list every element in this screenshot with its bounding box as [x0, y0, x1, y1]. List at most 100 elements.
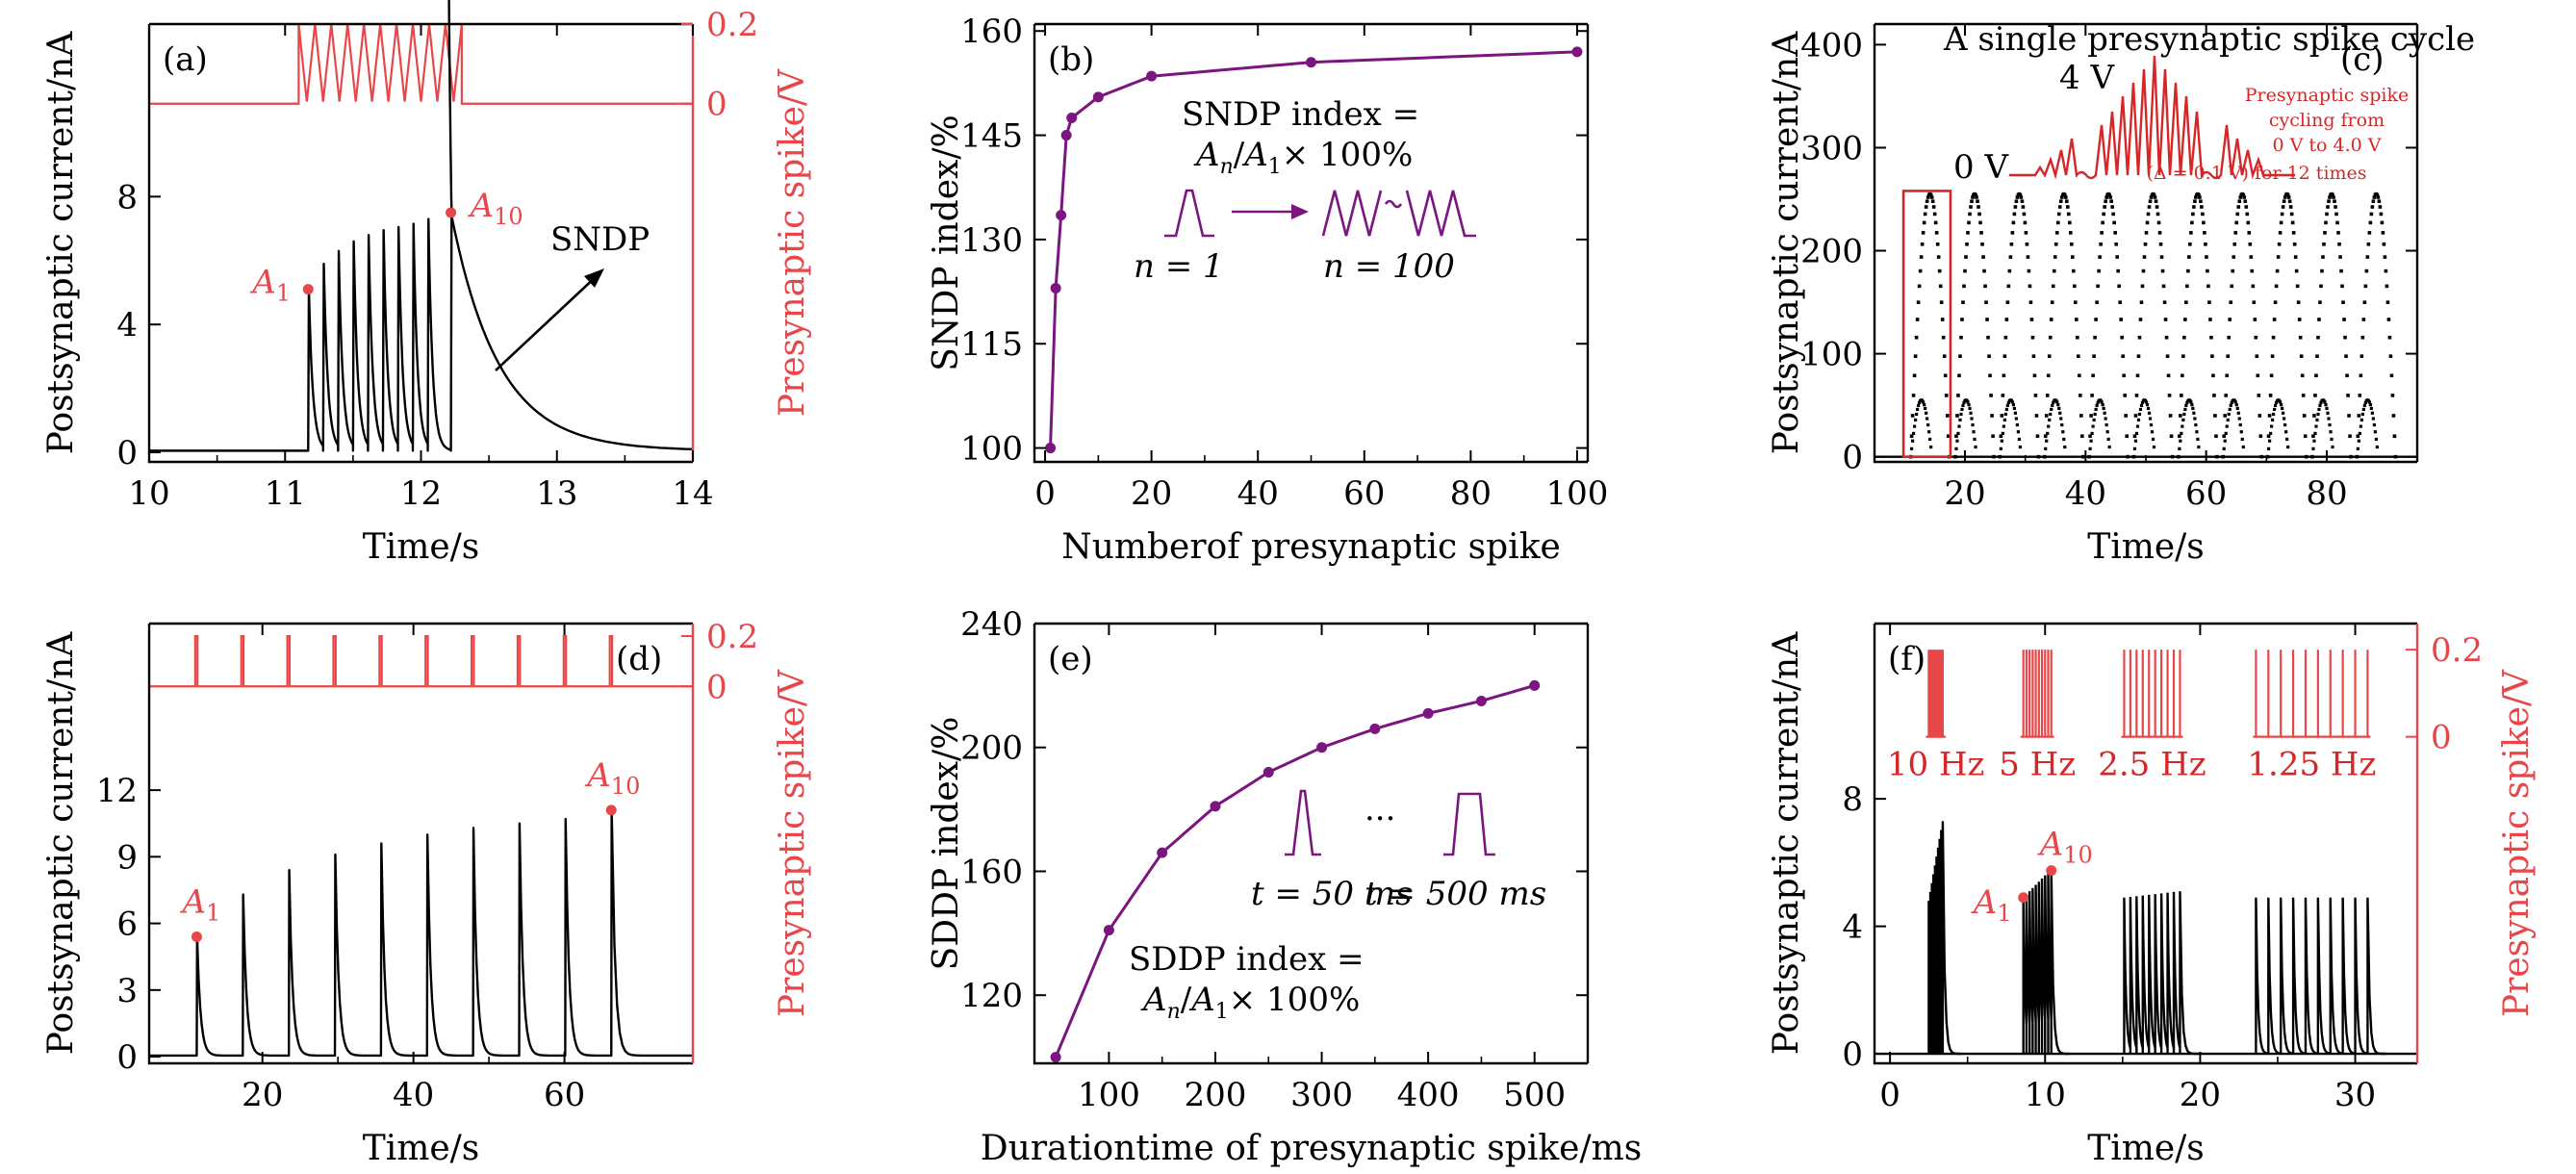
label-n100: n = 100: [1323, 247, 1455, 286]
x-tick-label: 20: [242, 1076, 283, 1114]
cycle-dot: [2253, 318, 2257, 321]
cycle-dot: [2076, 335, 2079, 340]
cycle-dot-low: [2240, 437, 2244, 442]
cycle-10: [2310, 191, 2353, 459]
cycle-dot: [2214, 434, 2218, 439]
cycle-dot: [2273, 300, 2278, 304]
cycle-dot: [2094, 318, 2098, 321]
cycle-dot: [2332, 195, 2335, 199]
cycle-dot: [2096, 284, 2100, 289]
cycle-dot-low: [2052, 400, 2055, 404]
cycle-dot: [2213, 414, 2217, 418]
cycle-dot: [2337, 242, 2341, 246]
cycle-dot: [2181, 373, 2184, 378]
cycle-dot-low: [2280, 403, 2283, 407]
cycle-dot: [2033, 394, 2038, 397]
cycle-dot-low: [2233, 400, 2237, 404]
cycle-dot-low: [2356, 447, 2359, 450]
cycle-dot: [2063, 195, 2068, 199]
cycle-dot: [2169, 434, 2174, 439]
marked-point-10: [2046, 865, 2057, 877]
cycle-dot: [1969, 205, 1973, 209]
cycle-dot-low: [1971, 422, 1975, 427]
cycle-dot-low: [2092, 418, 2096, 422]
y-tick-label: 3: [116, 972, 138, 1010]
cycle-dot-low: [2196, 437, 2200, 442]
cycle-dot: [2270, 354, 2275, 358]
cycle-dot-low: [2145, 403, 2150, 407]
cycle-dot-low: [1926, 422, 1930, 427]
cycle-dot: [2316, 335, 2320, 340]
label-t500: t = 500 ms: [1365, 875, 1546, 913]
cycle-dot-low: [2267, 439, 2272, 443]
cycle-dot: [2230, 284, 2234, 289]
cycle-dot: [2137, 335, 2142, 340]
cycle-dot: [2052, 268, 2056, 273]
postsynaptic-current-trace: [1927, 821, 1962, 1056]
cycle-dot-low: [2133, 439, 2138, 443]
cycle-dot: [2057, 205, 2062, 209]
cycle-dot: [2090, 394, 2094, 397]
cycle-dot-low: [2132, 447, 2137, 450]
cycle-dot: [1987, 354, 1991, 358]
cycle-dot-low: [2140, 400, 2145, 404]
panel-label: (b): [1048, 40, 1094, 79]
cycle-dot: [2338, 255, 2342, 259]
sddp-data-point: [1210, 801, 1221, 812]
cycle-dot: [2135, 373, 2140, 378]
cycle-dot-low: [1954, 447, 1958, 450]
cycle-dot: [2123, 394, 2127, 397]
cycle-dot-low: [2369, 406, 2373, 411]
cycle-dot: [2209, 335, 2213, 340]
cycle-dot: [2193, 199, 2197, 203]
cycle-dot-low: [2324, 403, 2328, 407]
cycle-dot: [2345, 373, 2349, 378]
cycle-dot-low: [2185, 400, 2189, 404]
cycle-dot: [2055, 220, 2060, 225]
cycle-dot: [2056, 212, 2061, 217]
label-t50: t = 50 ms: [1251, 875, 1413, 913]
cycle-dot: [2132, 434, 2137, 439]
cycle-dot: [2326, 205, 2330, 209]
cycle-dot: [2117, 284, 2121, 289]
marked-point-1: [302, 284, 314, 295]
cycle-dot-low: [2283, 422, 2287, 427]
cycle-dot: [2295, 284, 2300, 289]
cycle-dot: [1923, 212, 1927, 217]
cycle-dot: [2162, 300, 2167, 304]
cycle-dot-low: [2135, 424, 2140, 428]
cycle-dot: [2275, 268, 2280, 273]
cycle-dot-low: [1911, 439, 1915, 443]
cycle-dot-low: [2139, 403, 2144, 407]
cycle-dot: [2111, 212, 2115, 217]
cycle-dot: [2182, 335, 2186, 340]
cycle-dot: [2005, 300, 2010, 304]
cycle-dot-low: [2105, 430, 2109, 434]
cycle-dot-low: [1955, 439, 1959, 443]
cycle-dot-low: [1999, 447, 2002, 450]
cycle-dot: [2114, 242, 2118, 246]
y-tick-label: 160: [960, 13, 1023, 51]
cycle-dot-low: [2191, 406, 2195, 411]
cycle-dot-low: [2368, 403, 2372, 407]
cycle-dot: [2250, 268, 2255, 273]
cycle-dot-low: [2178, 447, 2181, 450]
cycle-dot: [2242, 195, 2247, 199]
cycle-dot-low: [2312, 439, 2316, 443]
cycle-dot: [2154, 199, 2158, 203]
cycle-dot: [2323, 231, 2327, 235]
cycle-dot: [2148, 199, 2153, 203]
cycle-dot: [1988, 373, 1992, 378]
cycle-dot-low: [2152, 445, 2156, 449]
cycle-dot: [2001, 394, 2005, 397]
cycle-dot: [1928, 192, 1933, 197]
cycle-dot: [2018, 192, 2023, 197]
cycle-dot: [1978, 220, 1982, 225]
sddp-data-point: [1316, 742, 1328, 753]
cycle-dot: [2026, 255, 2030, 259]
y-tick-label: 8: [1842, 780, 1863, 819]
cycle-dot: [2019, 195, 2024, 199]
cycle-dot: [2078, 373, 2081, 378]
cycle-dot: [2278, 231, 2283, 235]
postsynaptic-current-trace: [149, 0, 453, 452]
